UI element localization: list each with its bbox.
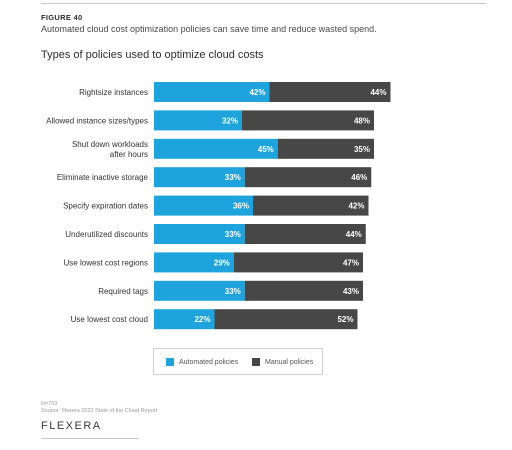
bar-manual	[244, 224, 366, 244]
data-label-automated: 42%	[249, 88, 265, 97]
category-label-line: Use lowest cost regions	[64, 258, 148, 267]
bar-automated	[154, 167, 245, 188]
category-label-line: Specify expiration dates	[63, 202, 148, 211]
legend-swatch-manual	[252, 358, 260, 366]
bar-manual	[277, 138, 374, 159]
bar-automated	[154, 138, 278, 159]
data-label-manual: 46%	[351, 173, 367, 182]
category-label-line: Eliminate inactive storage	[57, 173, 149, 182]
bar-manual	[244, 280, 363, 301]
bar-automated	[154, 82, 270, 102]
data-label-automated: 36%	[233, 202, 249, 211]
category-label: Shut down workloads after hours	[72, 140, 148, 159]
category-label: Eliminate inactive storage	[57, 173, 149, 182]
bar-automated	[154, 252, 234, 273]
category-label: Rightsize instances	[79, 88, 148, 97]
stacked-bar-chart: Rightsize instances 42% 44% Allowed instanc…	[46, 82, 391, 330]
top-divider	[41, 3, 486, 4]
data-label-manual: 42%	[348, 202, 364, 211]
bar-automated	[154, 195, 253, 216]
category-label-line: Underutilized discounts	[65, 230, 148, 239]
data-label-manual: 43%	[343, 287, 359, 296]
category-label-line: Use lowest cost cloud	[71, 315, 148, 324]
data-label-automated: 45%	[258, 145, 274, 154]
data-label-automated: 22%	[194, 315, 210, 324]
bar-manual	[244, 167, 372, 188]
category-label: Required tags	[98, 287, 148, 296]
figure-label: FIGURE 40	[41, 13, 83, 22]
legend: Automated policies Manual policies	[153, 348, 323, 375]
bar-manual	[242, 110, 374, 131]
legend-item-automated: Automated policies	[166, 358, 238, 366]
data-label-manual: 44%	[370, 88, 386, 97]
category-label-line: Rightsize instances	[79, 88, 148, 97]
bar-manual	[269, 82, 391, 102]
bar-automated	[154, 224, 245, 244]
bar-automated	[154, 110, 242, 131]
bar-automated	[154, 280, 245, 301]
category-label: Underutilized discounts	[65, 230, 148, 239]
bottom-divider	[41, 438, 139, 439]
category-label: Allowed instance sizes/types	[46, 116, 148, 125]
data-label-automated: 33%	[225, 230, 241, 239]
bar-automated	[154, 309, 215, 330]
category-label-line: Allowed instance sizes/types	[46, 116, 148, 125]
legend-item-manual: Manual policies	[252, 358, 313, 366]
category-label: Use lowest cost cloud	[71, 315, 148, 324]
bar-manual	[214, 309, 358, 330]
category-label-line: Required tags	[98, 287, 148, 296]
legend-label-automated: Automated policies	[179, 358, 239, 366]
data-label-manual: 35%	[354, 145, 370, 154]
category-label-line: after hours	[110, 150, 148, 159]
data-label-manual: 47%	[343, 258, 359, 267]
chart-title: Types of policies used to optimize cloud…	[41, 49, 264, 61]
data-label-manual: 44%	[346, 230, 362, 239]
source-note: Source: Flexera 2022 State of the Cloud …	[41, 408, 158, 414]
data-label-automated: 32%	[222, 116, 238, 125]
data-label-automated: 33%	[225, 287, 241, 296]
sample-size-note: N=753	[41, 401, 58, 407]
bar-manual	[253, 195, 369, 216]
data-label-manual: 48%	[354, 116, 370, 125]
figure-subtitle: Automated cloud cost optimization polici…	[41, 24, 377, 34]
category-label: Use lowest cost regions	[64, 258, 148, 267]
data-label-automated: 29%	[214, 258, 230, 267]
legend-label-manual: Manual policies	[265, 358, 314, 366]
category-label-line: Shut down workloads	[72, 140, 148, 149]
data-label-automated: 33%	[225, 173, 241, 182]
bar-manual	[233, 252, 363, 273]
category-label: Specify expiration dates	[63, 202, 148, 211]
legend-swatch-automated	[166, 358, 174, 366]
data-label-manual: 52%	[337, 315, 353, 324]
flexera-logo: FLEXERA	[41, 420, 102, 432]
